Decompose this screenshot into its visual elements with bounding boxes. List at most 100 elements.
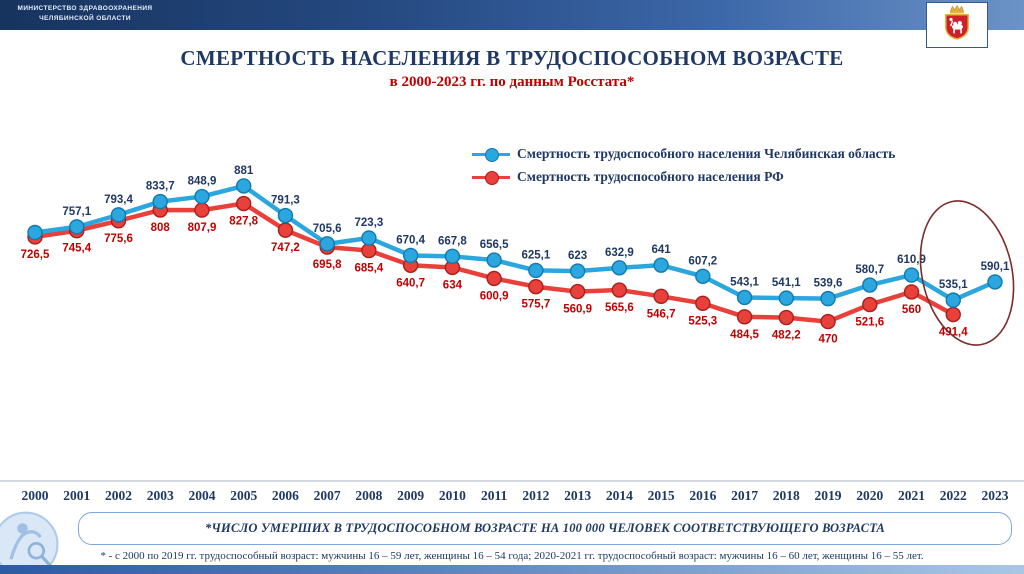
data-point <box>110 207 127 223</box>
year-label: 2003 <box>146 488 174 503</box>
data-point <box>194 202 210 218</box>
year-label: 2019 <box>814 488 842 503</box>
data-point <box>945 306 961 323</box>
data-label: 670,4 <box>396 234 425 246</box>
data-point <box>528 279 544 295</box>
year-label: 2002 <box>104 488 132 503</box>
ministry-watermark-icon <box>0 511 59 574</box>
data-label: 745,4 <box>62 243 91 255</box>
data-label: 525,3 <box>688 315 717 327</box>
data-label: 757,1 <box>62 206 91 218</box>
data-label: 543,1 <box>730 276 759 288</box>
data-point <box>277 222 294 238</box>
data-label: 808 <box>151 222 171 234</box>
data-label: 565,6 <box>605 302 634 314</box>
data-point <box>569 263 586 279</box>
data-point <box>653 288 669 304</box>
data-point <box>653 257 669 273</box>
year-label: 2021 <box>898 488 926 503</box>
data-point <box>235 178 252 194</box>
year-label: 2006 <box>271 488 299 503</box>
data-point <box>903 284 920 300</box>
data-point <box>736 309 753 325</box>
data-point <box>27 224 43 241</box>
data-point <box>611 282 628 298</box>
data-label: 656,5 <box>480 239 509 251</box>
data-point <box>277 207 294 224</box>
data-label: 747,2 <box>271 242 300 254</box>
ministry-name-line1: МИНИСТЕРСТВО ЗДРАВООХРАНЕНИЯ <box>17 5 153 12</box>
data-point <box>402 247 419 264</box>
data-label: 827,8 <box>229 216 258 228</box>
data-point <box>319 236 335 252</box>
legend-marker-red-icon <box>472 170 510 185</box>
data-point <box>820 313 836 330</box>
year-label: 2017 <box>731 488 759 503</box>
year-label: 2018 <box>772 488 800 503</box>
data-point <box>486 252 502 268</box>
data-label: 640,7 <box>396 277 425 289</box>
x-axis-labels: 2000 2001 2002 2003 2004 2005 2006 2007 2008 2009… <box>0 488 1024 506</box>
data-label: 775,6 <box>104 233 133 245</box>
crown-icon <box>950 4 964 12</box>
data-label: 590,1 <box>981 261 1010 273</box>
legend-item-chelyabinsk: Смертность трудоспособного населения Чел… <box>472 146 895 162</box>
data-label: 607,2 <box>688 255 717 267</box>
data-label: 610,9 <box>897 254 926 266</box>
page-subtitle: в 2000-2023 гг. по данным Росстата* <box>389 74 635 90</box>
data-point <box>194 188 210 205</box>
data-point <box>903 267 920 283</box>
coat-of-arms-icon <box>945 4 969 40</box>
data-label: 560,9 <box>563 304 592 316</box>
crown-base <box>950 11 964 14</box>
year-label: 2001 <box>63 488 91 503</box>
data-label: 723,3 <box>355 217 384 229</box>
data-label: 546,7 <box>647 308 676 320</box>
data-label: 623 <box>568 250 587 262</box>
footer-bar <box>0 565 1024 574</box>
data-label: 685,4 <box>355 263 384 275</box>
data-label: 541,1 <box>772 277 801 289</box>
year-label: 2010 <box>438 488 466 503</box>
year-label: 2009 <box>397 488 425 503</box>
data-label: 705,6 <box>313 223 342 235</box>
data-point <box>611 260 628 276</box>
data-point <box>945 292 961 308</box>
data-point <box>528 262 544 279</box>
legend-dot-blue <box>485 148 499 162</box>
year-label: 2013 <box>564 488 592 503</box>
data-label: 632,9 <box>605 247 634 259</box>
year-label: 2005 <box>230 488 258 503</box>
data-label: 793,4 <box>104 194 133 206</box>
data-label: 482,2 <box>772 330 801 342</box>
mortality-line-chart: 726,5 745,4 775,6 808 807,9 827,8 747,2 695,8 68… <box>0 165 1024 482</box>
data-label: 600,9 <box>480 290 509 302</box>
legend-label-chelyabinsk: Смертность трудоспособного населения Чел… <box>517 146 896 161</box>
highlight-ellipse <box>919 200 1015 346</box>
data-point <box>152 193 168 210</box>
data-point <box>69 219 85 235</box>
legend-item-rf: Смертность трудоспособного населения РФ <box>472 169 895 185</box>
year-label: 2012 <box>522 488 550 503</box>
year-label: 2015 <box>647 488 675 503</box>
data-label: 641 <box>651 244 671 256</box>
data-point <box>736 289 753 306</box>
data-point <box>361 230 377 246</box>
legend-dot-red <box>485 171 499 185</box>
data-point <box>862 296 878 313</box>
footnote-secondary: * - с 2000 по 2019 гг. трудоспособный во… <box>100 550 924 562</box>
data-point <box>235 195 252 212</box>
ministry-name-line2: ЧЕЛЯБИНСКОЙ ОБЛАСТИ <box>39 15 131 23</box>
year-label: 2016 <box>689 488 717 503</box>
data-label: 580,7 <box>855 264 884 276</box>
data-point <box>778 290 795 306</box>
data-label: 539,6 <box>814 278 843 290</box>
footnote-box: *ЧИСЛО УМЕРШИХ В ТРУДОСПОСОБНОМ ВОЗРАСТЕ… <box>78 512 1012 545</box>
legend-marker-blue-icon <box>472 147 510 162</box>
year-label: 2004 <box>188 488 216 503</box>
data-point <box>569 283 586 300</box>
header-bar: МИНИСТЕРСТВО ЗДРАВООХРАНЕНИЯ ЧЕЛЯБИНСКОЙ… <box>0 0 1024 30</box>
data-label: 726,5 <box>21 249 50 261</box>
year-label: 2007 <box>313 488 341 503</box>
data-label: 807,9 <box>188 222 217 234</box>
